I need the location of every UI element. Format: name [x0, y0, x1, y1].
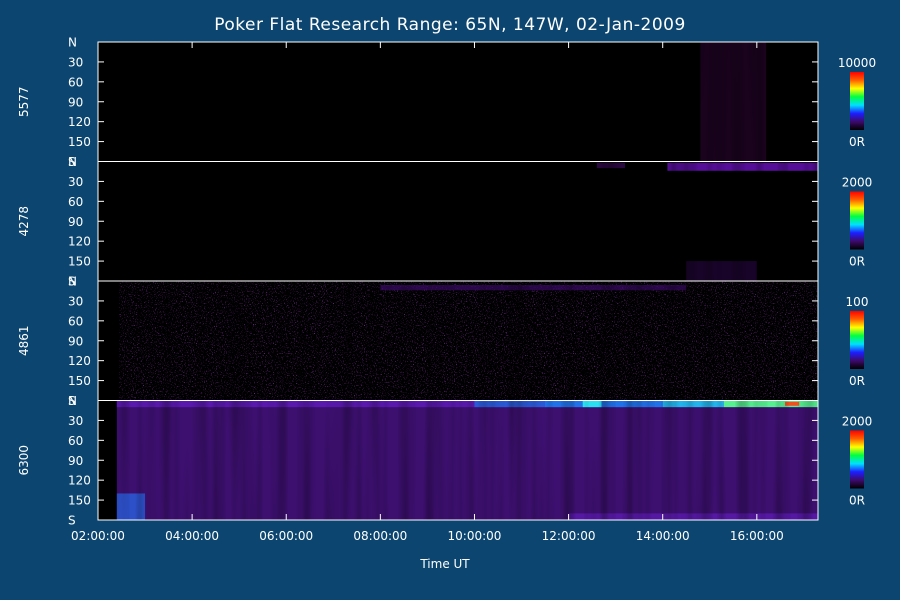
y-tick-label: 90 [68, 95, 83, 109]
panel-4278: N 30 60 90 120 150 S 4278 2000 0R [17, 155, 872, 289]
y-tick-label: 120 [68, 235, 91, 249]
x-axis-title: Time UT [419, 557, 470, 571]
y-tick-label: 30 [68, 55, 83, 69]
colorbar-min-label: 0R [849, 135, 865, 149]
y-tick-label: 90 [68, 454, 83, 468]
colorbar [850, 72, 864, 130]
y-tick-label: N [68, 36, 77, 50]
stripe-texture [98, 161, 818, 281]
y-tick-label: S [68, 514, 76, 528]
chart-title: Poker Flat Research Range: 65N, 147W, 02… [214, 15, 686, 35]
x-tick-label: 14:00:00 [636, 529, 690, 543]
panel-label: 5577 [17, 86, 31, 117]
panel-5577: N 30 60 90 120 150 S 5577 10000 0R [17, 36, 876, 170]
y-tick-label: 90 [68, 334, 83, 348]
x-tick-label: 12:00:00 [542, 529, 596, 543]
y-tick-label: N [68, 275, 77, 289]
x-tick-label: 02:00:00 [71, 529, 125, 543]
y-tick-label: S [68, 155, 76, 169]
colorbar-min-label: 0R [849, 494, 865, 508]
x-tick-label: 04:00:00 [165, 529, 219, 543]
y-tick-label: 150 [68, 374, 91, 388]
colorbar-max-label: 100 [846, 295, 869, 309]
panel-6300: N 30 60 90 120 150 S 6300 2000 0R [17, 394, 872, 528]
x-tick-label: 06:00:00 [259, 529, 313, 543]
x-tick-label: 16:00:00 [730, 529, 784, 543]
y-tick-label: 30 [68, 294, 83, 308]
y-tick-label: N [68, 394, 77, 408]
panel-label: 6300 [17, 445, 31, 476]
y-tick-label: N [68, 155, 77, 169]
y-tick-label: 60 [68, 75, 83, 89]
colorbar-min-label: 0R [849, 255, 865, 269]
x-tick-label: 10:00:00 [448, 529, 502, 543]
y-tick-label: 60 [68, 434, 83, 448]
y-tick-label: 120 [68, 115, 91, 129]
panel-4861: N 30 60 90 120 150 S 4861 100 0R [17, 275, 868, 409]
y-tick-label: 30 [68, 414, 83, 428]
y-tick-label: 60 [68, 195, 83, 209]
panel-label: 4861 [17, 325, 31, 356]
y-tick-label: S [68, 275, 76, 289]
panel-label: 4278 [17, 206, 31, 237]
x-tick-label: 08:00:00 [353, 529, 407, 543]
colorbar [850, 191, 864, 250]
stripe-texture [98, 400, 818, 520]
y-tick-label: 120 [68, 354, 91, 368]
y-tick-label: 90 [68, 215, 83, 229]
colorbar-max-label: 2000 [842, 415, 873, 429]
stripe-texture [98, 281, 818, 401]
stripe-texture [98, 42, 818, 162]
colorbar-max-label: 10000 [838, 56, 876, 70]
colorbar [850, 430, 864, 489]
y-tick-label: 120 [68, 474, 91, 488]
y-tick-label: 150 [68, 255, 91, 269]
y-tick-label: 60 [68, 314, 83, 328]
colorbar-max-label: 2000 [842, 176, 873, 190]
colorbar [850, 311, 864, 369]
y-tick-label: 30 [68, 175, 83, 189]
y-tick-label: S [68, 394, 76, 408]
colorbar-min-label: 0R [849, 374, 865, 388]
y-tick-label: 150 [68, 494, 91, 508]
y-tick-label: 150 [68, 135, 91, 149]
